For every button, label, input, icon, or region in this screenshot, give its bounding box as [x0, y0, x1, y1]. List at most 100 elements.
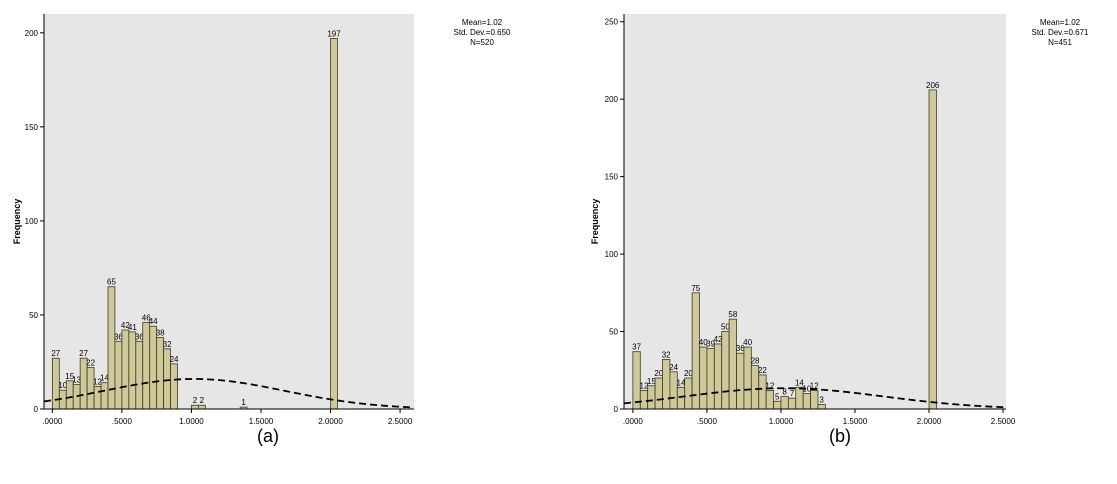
x-tick-label: .5000	[697, 417, 718, 426]
bar-value-label: 12	[810, 381, 819, 390]
bar-value-label: 36	[736, 344, 745, 353]
stats-legend-line: N=520	[470, 38, 494, 47]
bar-value-label: 28	[751, 357, 760, 366]
bar-value-label: 32	[662, 350, 671, 359]
y-tick-label: 250	[605, 18, 619, 27]
y-tick-label: 150	[605, 173, 619, 182]
bar-value-label: 37	[632, 343, 641, 352]
bar-value-label: 42	[714, 335, 723, 344]
bar-value-label: 12	[765, 381, 774, 390]
bar-value-label: 2	[193, 396, 198, 405]
histogram-bar	[728, 318, 737, 410]
y-tick-label: 100	[605, 250, 619, 259]
y-tick-label: 200	[25, 29, 39, 38]
histogram-bar	[676, 386, 686, 410]
histogram-bar	[93, 386, 102, 410]
x-tick-label: 2.5000	[388, 417, 413, 426]
plot-area	[624, 14, 1006, 409]
histogram-bar	[736, 352, 745, 410]
bar-value-label: 22	[86, 359, 95, 368]
bar-value-label: 15	[65, 372, 74, 381]
histogram-bar	[787, 397, 797, 410]
x-tick-label: 1.5000	[843, 417, 868, 426]
bar-value-label: 36	[114, 332, 123, 341]
normal-curve	[623, 387, 1007, 409]
y-tick-label: 100	[25, 217, 39, 226]
bar-value-label: 14	[795, 378, 804, 387]
bar-value-label: 65	[107, 278, 116, 287]
histogram-bar	[72, 384, 81, 410]
bar-value-label: 24	[170, 355, 179, 364]
bar-value-label: 13	[72, 376, 81, 385]
y-axis-label: Frequency	[12, 199, 22, 245]
histogram-bar	[197, 404, 206, 410]
bar-value-label: 7	[790, 389, 795, 398]
histogram-bar	[86, 367, 95, 410]
histogram-bar	[691, 292, 700, 410]
histogram-bar	[713, 343, 723, 410]
panel-caption: (a)	[257, 426, 279, 446]
bar-value-label: 12	[640, 381, 649, 390]
histogram-bar	[170, 363, 178, 410]
histogram-bar	[191, 404, 199, 410]
y-tick-label: 200	[605, 95, 619, 104]
stats-legend-line: Mean=1.02	[462, 18, 503, 27]
histogram-bar	[639, 390, 649, 410]
bar-value-label: 27	[51, 349, 60, 358]
histogram-bar	[128, 331, 137, 410]
x-tick-label: .0000	[623, 417, 644, 426]
x-tick-label: .0000	[42, 417, 63, 426]
histogram-bar	[149, 325, 158, 410]
y-tick-label: 50	[29, 311, 38, 320]
histogram-bar	[699, 346, 708, 410]
histogram-bar	[114, 340, 123, 410]
histogram-bar	[632, 351, 641, 410]
histogram-bar	[647, 385, 656, 410]
bar-value-label: 14	[677, 378, 686, 387]
bar-value-label: 22	[758, 366, 767, 375]
bar-value-label: 10	[802, 385, 811, 394]
histogram-bar	[810, 390, 819, 410]
histogram-bar	[100, 382, 109, 410]
y-axis-label: Frequency	[590, 199, 600, 245]
histogram-bar	[121, 329, 130, 410]
bar-value-label: 75	[691, 284, 700, 293]
bar-value-label: 20	[684, 369, 693, 378]
y-tick-label: 0	[614, 405, 619, 414]
stats-legend-line: Std. Dev.=0.650	[454, 28, 512, 37]
histogram-bar	[773, 400, 782, 410]
bar-value-label: 38	[156, 329, 165, 338]
bar-value-label: 27	[79, 349, 88, 358]
histogram-panel-b: 3712152032241420754039425058364028221258…	[590, 14, 1089, 446]
histogram-bar	[802, 393, 811, 410]
bar-value-label: 206	[926, 81, 940, 90]
y-tick-label: 50	[609, 328, 618, 337]
bar-value-label: 41	[128, 323, 137, 332]
histogram-bar	[107, 286, 116, 410]
plot-area	[44, 14, 414, 409]
histogram-bar	[758, 374, 767, 410]
bar-value-label: 10	[58, 381, 67, 390]
bar-value-label: 197	[327, 29, 341, 38]
x-tick-label: 2.5000	[991, 417, 1016, 426]
histogram-bar	[780, 396, 789, 410]
bar-value-label: 5	[775, 392, 780, 401]
y-tick-label: 0	[34, 405, 39, 414]
bar-value-label: 50	[721, 323, 730, 332]
histogram-bar	[765, 390, 774, 410]
histogram-bar	[654, 377, 663, 410]
y-tick-label: 150	[25, 123, 39, 132]
histogram-bar	[65, 380, 74, 410]
x-tick-label: 1.5000	[249, 417, 274, 426]
stats-legend-line: Std. Dev.=0.671	[1032, 28, 1090, 37]
histogram-bar	[928, 89, 937, 410]
bar-value-label: 40	[743, 338, 752, 347]
bar-value-label: 14	[100, 374, 109, 383]
bar-value-label: 12	[93, 377, 102, 386]
x-tick-label: 2.0000	[917, 417, 942, 426]
bar-value-label: 36	[135, 332, 144, 341]
panel-caption: (b)	[829, 426, 851, 446]
x-tick-label: 2.0000	[318, 417, 343, 426]
bar-value-label: 42	[121, 321, 130, 330]
